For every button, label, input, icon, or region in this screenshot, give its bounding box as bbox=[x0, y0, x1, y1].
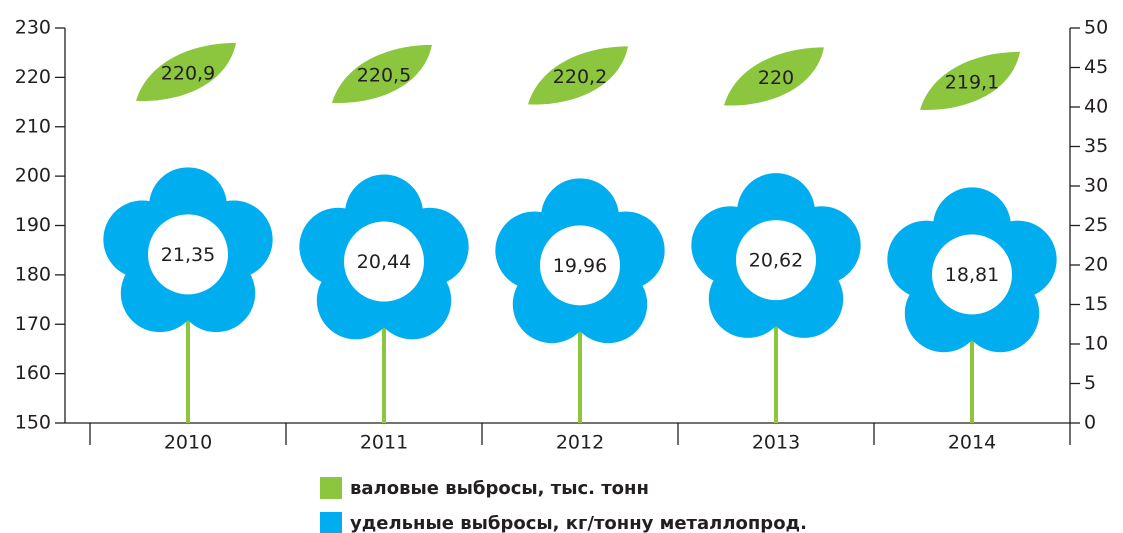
y2-tick-label: 15 bbox=[1084, 293, 1108, 315]
x-tick-label: 2014 bbox=[948, 432, 996, 454]
leaf-label: 220,9 bbox=[161, 62, 215, 84]
y-tick-label: 180 bbox=[15, 263, 51, 285]
y2-tick-label: 20 bbox=[1084, 254, 1108, 276]
y-tick-label: 210 bbox=[15, 115, 51, 137]
leaf-label: 220 bbox=[758, 67, 794, 89]
y-tick-label: 230 bbox=[15, 17, 51, 39]
y2-tick-label: 5 bbox=[1084, 372, 1096, 394]
y-tick-label: 190 bbox=[15, 214, 51, 236]
legend-swatch bbox=[320, 512, 342, 533]
y-tick-label: 150 bbox=[15, 412, 51, 434]
y-tick-label: 160 bbox=[15, 362, 51, 384]
flower-label: 20,44 bbox=[357, 251, 411, 273]
y-tick-label: 220 bbox=[15, 66, 51, 88]
x-tick-label: 2010 bbox=[164, 432, 212, 454]
x-tick-label: 2011 bbox=[360, 432, 408, 454]
flower-label: 19,96 bbox=[553, 255, 607, 277]
y-tick-label: 200 bbox=[15, 165, 51, 187]
flower-label: 18,81 bbox=[945, 264, 999, 286]
y2-tick-label: 10 bbox=[1084, 333, 1108, 355]
y2-tick-label: 0 bbox=[1084, 412, 1096, 434]
flower-label: 20,62 bbox=[749, 250, 803, 272]
y2-tick-label: 40 bbox=[1084, 96, 1108, 118]
y2-tick-label: 35 bbox=[1084, 135, 1108, 157]
y2-tick-label: 25 bbox=[1084, 214, 1108, 236]
y2-tick-label: 30 bbox=[1084, 175, 1108, 197]
legend-label: валовые выбросы, тыс. тонн bbox=[350, 478, 649, 499]
x-tick-label: 2013 bbox=[752, 432, 800, 454]
leaf-label: 220,2 bbox=[553, 66, 607, 88]
leaf-label: 219,1 bbox=[945, 71, 999, 93]
leaf-label: 220,5 bbox=[357, 64, 411, 86]
flower-label: 21,35 bbox=[161, 244, 215, 266]
legend-swatch bbox=[320, 477, 342, 499]
y2-tick-label: 50 bbox=[1084, 17, 1108, 39]
x-tick-label: 2012 bbox=[556, 432, 604, 454]
legend-label: удельные выбросы, кг/тонну металлопрод. bbox=[350, 513, 807, 533]
y2-tick-label: 45 bbox=[1084, 56, 1108, 78]
chart: 150 160 170 180 190 200 210 220 230 0 5 10 15 20 25 30 3… bbox=[0, 0, 1123, 533]
y-tick-label: 170 bbox=[15, 313, 51, 335]
